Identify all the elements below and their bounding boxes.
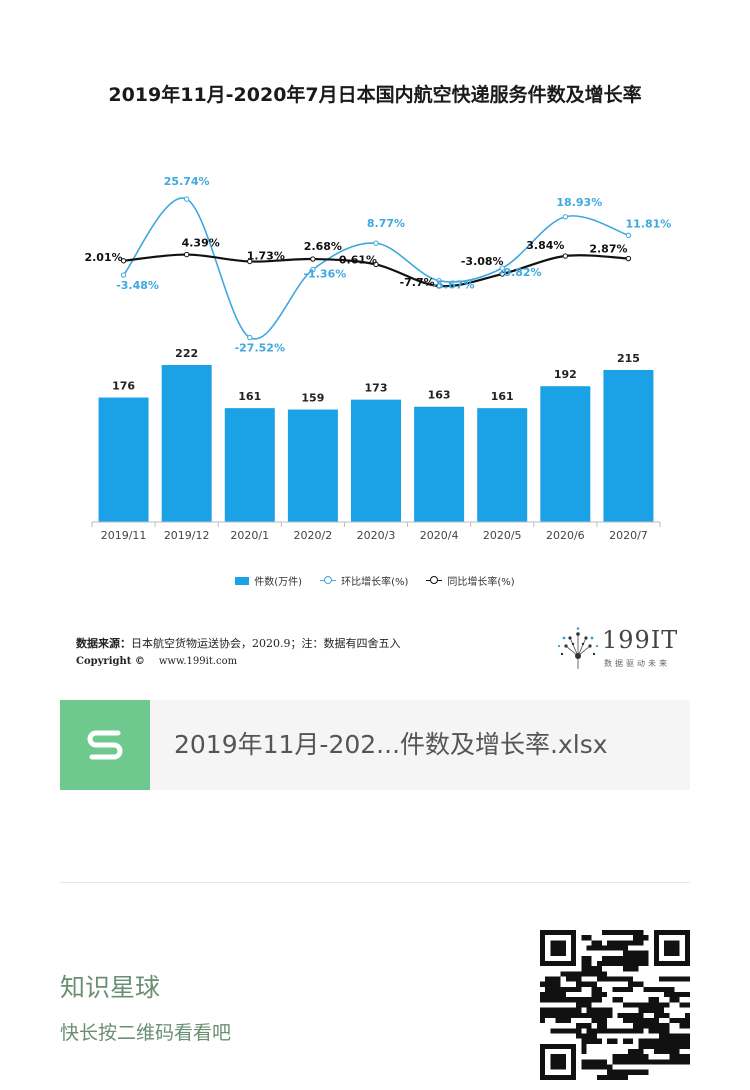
dandelion-logo-icon: [557, 627, 599, 669]
yoy-line-layer: [120, 251, 632, 289]
bar: [414, 406, 465, 522]
logo-text: 199IT: [602, 626, 679, 654]
line-point: [625, 232, 632, 238]
line-point: [373, 240, 379, 246]
chart-title: 2019年11月-2020年7月日本国内航空快递服务件数及增长率: [108, 84, 642, 106]
line-point: [562, 253, 569, 259]
yoy-value-label: -7.7%: [400, 276, 435, 289]
x-tick-label: 2020/2: [294, 529, 333, 542]
mom-value-label: -1.36%: [304, 268, 347, 281]
x-tick-label: 2020/1: [230, 529, 269, 542]
bar-value-label: 176: [112, 380, 135, 393]
line-point: [247, 334, 253, 341]
line-point: [499, 271, 505, 277]
bar-swatch-icon: [235, 576, 250, 585]
legend-item-yoy: 同比增长率(%): [426, 573, 515, 588]
yoy-value-label: 1.73%: [247, 250, 285, 263]
bar-value-label: 163: [428, 389, 451, 402]
footer-subtitle: 快长按二维码看看吧: [60, 1022, 232, 1044]
yoy-value-label: 4.39%: [182, 237, 220, 250]
x-tick-label: 2020/5: [483, 529, 522, 542]
x-tick-label: 2020/7: [609, 529, 648, 542]
divider: [60, 882, 690, 883]
line-marker-icon: [426, 576, 443, 585]
copyright-label: Copyright ©: [76, 656, 145, 667]
bar-value-label: 161: [491, 390, 514, 403]
line-point: [562, 214, 569, 220]
bar: [477, 408, 528, 522]
x-tick-label: 2020/6: [546, 529, 585, 542]
x-axis: 2019/11 2019/12 2020/1 2020/2 2020/3 2020/4 20…: [91, 521, 661, 542]
bar-value-label: 159: [301, 392, 324, 405]
legend-item-mom: 环比增长率(%): [320, 573, 408, 588]
bar-value-label: 161: [238, 390, 261, 403]
mom-value-label: 18.93%: [556, 196, 602, 209]
brand-logo: 199IT 数据驱动未来: [556, 626, 686, 672]
x-tick-label: 2019/11: [101, 529, 147, 542]
yoy-line: [123, 253, 629, 288]
data-labels-layer: 176 222 161 159 173 163 161 192 215 -3.48% 25.74% -…: [84, 175, 671, 404]
bar: [161, 365, 212, 522]
line-point: [183, 251, 190, 258]
spreadsheet-s-icon: [60, 700, 150, 790]
x-tick-label: 2019/12: [164, 529, 210, 542]
yoy-value-label: 2.01%: [84, 251, 122, 264]
bar: [351, 399, 401, 522]
bar-value-label: 222: [175, 347, 198, 360]
mom-value-label: -3.48%: [116, 279, 159, 292]
legend-label-mom: 环比增长率(%): [341, 577, 409, 588]
line-marker-icon: [320, 576, 337, 585]
logo-tagline: 数据驱动未来: [604, 659, 670, 668]
mom-line: [122, 197, 629, 340]
bars-layer: [98, 365, 654, 522]
yoy-value-label: 0.61%: [339, 253, 377, 266]
line-point: [120, 272, 127, 278]
mom-value-label: 25.74%: [164, 175, 210, 188]
line-point: [183, 196, 190, 202]
footer-title: 知识星球: [60, 973, 161, 1002]
mom-value-label: 11.81%: [626, 217, 672, 230]
bar: [287, 409, 338, 522]
line-point: [625, 255, 632, 262]
copyright-url[interactable]: www.199it.com: [158, 656, 238, 667]
bar: [603, 369, 654, 522]
bar-value-label: 173: [365, 382, 388, 395]
bar-value-label: 192: [554, 368, 577, 381]
chart-plot: 2019/11 2019/12 2020/1 2020/2 2020/3 2020/4 20…: [84, 175, 671, 542]
legend: 件数(万件) 环比增长率(%) 同比增长率(%): [0, 573, 750, 588]
line-point: [436, 283, 442, 289]
mom-value-label: 8.77%: [367, 217, 405, 230]
x-tick-label: 2020/4: [420, 529, 459, 542]
source-text: 日本航空货物运送协会，2020.9；注：数据有四舍五入: [131, 637, 401, 650]
mom-value-label: -0.82%: [499, 266, 542, 279]
legend-item-count: 件数(万件): [235, 573, 302, 588]
legend-label-count: 件数(万件): [254, 577, 303, 588]
line-point: [310, 266, 316, 273]
line-point: [373, 261, 379, 268]
bar: [98, 397, 149, 522]
attachment-file-name: 2019年11月-202...件数及增长率.xlsx: [174, 730, 608, 759]
bar-value-label: 215: [617, 352, 640, 365]
source-label: 数据来源：: [76, 637, 131, 650]
source-note: 数据来源：日本航空货物运送协会，2020.9；注：数据有四舍五入: [76, 635, 401, 651]
mom-value-label: -27.52%: [235, 342, 285, 355]
bar: [224, 408, 275, 522]
line-point: [499, 265, 505, 271]
yoy-value-label: -3.08%: [461, 255, 504, 268]
line-point: [310, 256, 316, 262]
attachment-card[interactable]: 2019年11月-202...件数及增长率.xlsx: [60, 700, 690, 790]
mom-line-layer: [120, 196, 632, 341]
mom-value-label: -5.67%: [432, 279, 475, 292]
line-point: [436, 278, 442, 284]
legend-label-yoy: 同比增长率(%): [447, 577, 515, 588]
copyright-note: Copyright © www.199it.com: [76, 656, 237, 667]
bar: [540, 386, 591, 522]
x-tick-label: 2020/3: [357, 529, 396, 542]
line-point: [247, 258, 253, 265]
qr-code-icon[interactable]: [540, 930, 690, 1080]
yoy-value-label: 2.68%: [304, 240, 342, 253]
line-point: [120, 258, 127, 264]
yoy-value-label: 2.87%: [589, 243, 627, 256]
yoy-value-label: 3.84%: [526, 239, 564, 252]
